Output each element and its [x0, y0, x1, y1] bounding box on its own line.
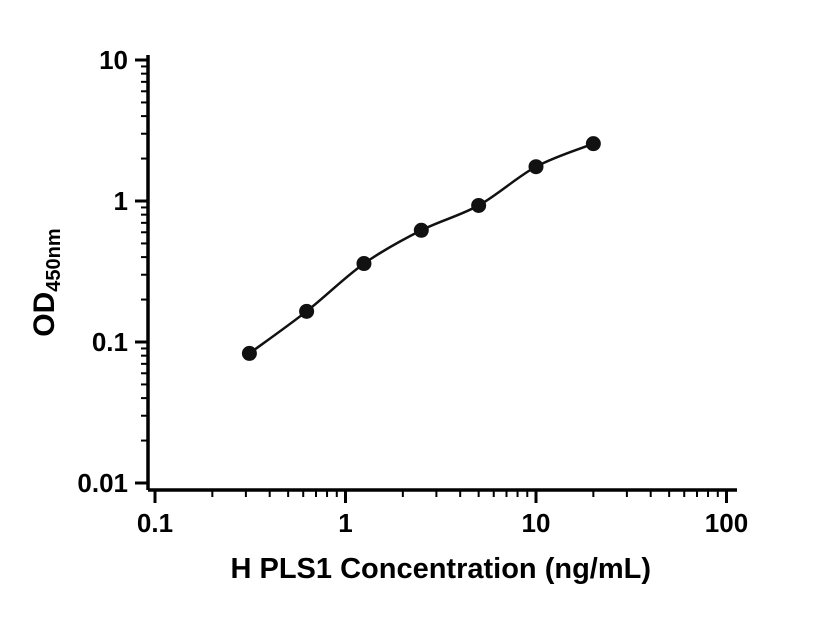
y-tick-label: 0.01	[77, 468, 128, 498]
y-axis-title-subscript: 450nm	[43, 228, 65, 291]
data-point	[471, 197, 487, 213]
x-tick-label: 10	[522, 508, 551, 538]
y-axis-title-main: OD	[28, 292, 61, 337]
data-point	[528, 159, 544, 175]
data-point	[585, 136, 601, 152]
x-tick-label: 1	[338, 508, 352, 538]
y-axis-title: OD450nm	[28, 228, 65, 336]
y-tick-label: 0.1	[92, 327, 128, 357]
x-axis-title: H PLS1 Concentration (ng/mL)	[231, 553, 652, 585]
x-tick-label: 0.1	[137, 508, 173, 538]
y-tick-label: 10	[99, 45, 128, 75]
y-tick-label: 1	[114, 186, 128, 216]
x-tick-label: 100	[705, 508, 748, 538]
data-point	[356, 256, 372, 272]
data-point	[241, 345, 257, 361]
data-point	[413, 222, 429, 238]
standard-curve-line	[248, 142, 594, 355]
data-point	[299, 303, 315, 319]
